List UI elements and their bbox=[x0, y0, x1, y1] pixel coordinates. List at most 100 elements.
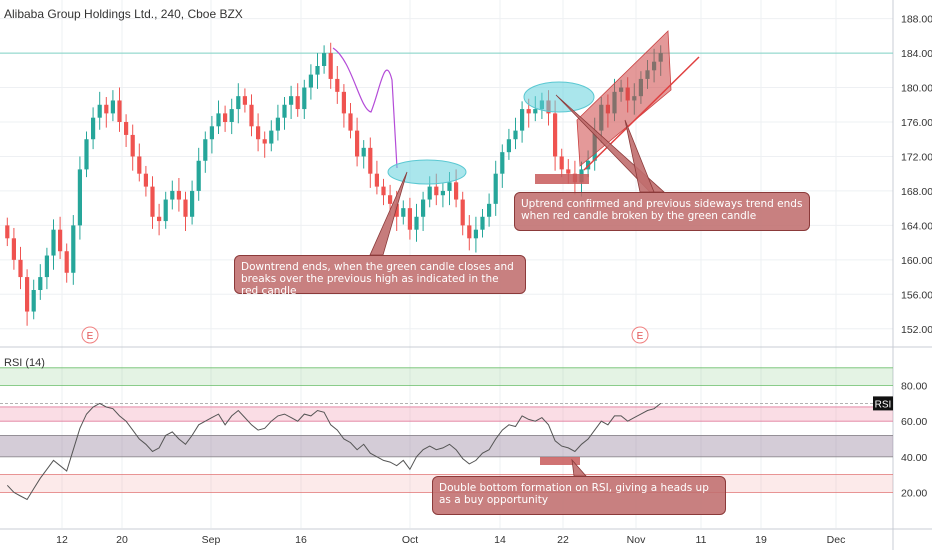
rsi-label: RSI (14) bbox=[4, 357, 45, 369]
annotation-rsi[interactable]: Double bottom formation on RSI, giving a… bbox=[432, 476, 726, 515]
highlight-ellipse bbox=[523, 81, 595, 113]
candle-down bbox=[467, 225, 472, 239]
earnings-marker-label: E bbox=[637, 331, 644, 342]
candle-down bbox=[526, 109, 531, 114]
candle-down bbox=[454, 182, 459, 200]
candle-down bbox=[143, 173, 148, 187]
candle-down bbox=[328, 53, 333, 79]
candle-down bbox=[434, 186, 439, 196]
candle-down bbox=[11, 238, 16, 260]
price-tick-label: 160.00 bbox=[901, 255, 932, 267]
chart-title: Alibaba Group Holdings Ltd., 240, Cboe B… bbox=[4, 7, 243, 21]
rsi-tick-label: 60.00 bbox=[901, 416, 927, 428]
candle-down bbox=[242, 96, 247, 105]
candle-up bbox=[520, 109, 525, 131]
candle-up bbox=[440, 190, 445, 196]
candle-down bbox=[262, 139, 267, 144]
candle-up bbox=[500, 152, 505, 174]
rsi-tick-label: 80.00 bbox=[901, 381, 927, 393]
candle-down bbox=[335, 78, 340, 92]
candle-up bbox=[110, 100, 115, 114]
candle-up bbox=[163, 199, 168, 222]
time-tick-label: 19 bbox=[755, 534, 767, 546]
time-tick-label: 11 bbox=[696, 534, 707, 546]
candle-up bbox=[51, 229, 56, 256]
price-tick-label: 152.00 bbox=[901, 324, 932, 336]
candle-down bbox=[124, 122, 129, 135]
candle-up bbox=[493, 173, 498, 204]
candle-down bbox=[157, 216, 162, 222]
candle-down bbox=[374, 173, 379, 187]
candle-down bbox=[64, 251, 69, 273]
candle-down bbox=[460, 199, 465, 226]
candle-down bbox=[249, 104, 254, 127]
time-tick-label: Oct bbox=[402, 534, 418, 546]
price-tick-label: 180.00 bbox=[901, 83, 932, 95]
rsi-band bbox=[0, 406, 893, 422]
candle-up bbox=[209, 126, 214, 140]
candle-up bbox=[473, 229, 478, 239]
price-tick-label: 156.00 bbox=[901, 289, 932, 301]
rsi-tick-label: 40.00 bbox=[901, 452, 927, 464]
candle-down bbox=[223, 113, 228, 122]
candle-up bbox=[91, 117, 96, 140]
candle-up bbox=[44, 255, 49, 278]
candle-up bbox=[513, 130, 518, 140]
price-tick-label: 164.00 bbox=[901, 220, 932, 232]
rising-wedge-shape bbox=[576, 30, 672, 167]
candle-down bbox=[104, 104, 109, 114]
candle-down bbox=[295, 96, 300, 110]
annotation-downtrend[interactable]: Downtrend ends, when the green candle cl… bbox=[234, 255, 526, 297]
candle-up bbox=[401, 208, 406, 217]
candle-up bbox=[196, 160, 201, 191]
candle-down bbox=[130, 134, 135, 157]
candle-up bbox=[322, 53, 327, 66]
time-tick-label: Nov bbox=[627, 534, 646, 546]
earnings-marker bbox=[631, 326, 649, 344]
candle-up bbox=[275, 117, 280, 131]
candle-up bbox=[289, 96, 294, 105]
candle-up bbox=[302, 87, 307, 110]
time-tick-label: 20 bbox=[116, 534, 128, 546]
candle-up bbox=[447, 182, 452, 191]
candle-up bbox=[506, 139, 511, 153]
candle-up bbox=[84, 139, 89, 170]
price-tick-label: 172.00 bbox=[901, 151, 932, 163]
trendline bbox=[583, 56, 700, 171]
candle-down bbox=[58, 229, 63, 252]
candle-down bbox=[183, 199, 188, 217]
candle-down bbox=[256, 126, 261, 140]
rsi-double-bottom-box bbox=[540, 457, 580, 465]
candle-down bbox=[150, 186, 155, 217]
candle-up bbox=[308, 74, 313, 88]
axes: E E 152.00 156.00 160.00 164.00 168.00 172.00 17… bbox=[56, 14, 932, 546]
highlight-ellipse bbox=[387, 159, 467, 185]
annotation-uptrend[interactable]: Uptrend confirmed and previous sideways … bbox=[514, 192, 810, 231]
candle-up bbox=[533, 109, 538, 114]
candle-down bbox=[394, 203, 399, 217]
support-box bbox=[535, 174, 589, 184]
candle-up bbox=[361, 147, 366, 157]
candle-down bbox=[407, 208, 412, 230]
candle-up bbox=[97, 104, 102, 118]
earnings-marker-label: E bbox=[87, 331, 94, 342]
candle-down bbox=[5, 225, 10, 239]
candle-up bbox=[315, 66, 320, 75]
candle-down bbox=[176, 190, 181, 200]
rsi-line bbox=[6, 402, 662, 501]
candle-down bbox=[388, 195, 393, 204]
drawings bbox=[332, 30, 700, 477]
candle-up bbox=[421, 199, 426, 217]
candle-down bbox=[381, 186, 386, 196]
price-tick-label: 176.00 bbox=[901, 117, 932, 129]
time-tick-label: 22 bbox=[557, 534, 569, 546]
candle-down bbox=[348, 113, 353, 131]
candle-up bbox=[77, 169, 82, 226]
rsi-bands bbox=[0, 367, 893, 493]
time-tick-label: 14 bbox=[494, 534, 506, 546]
candle-up bbox=[216, 113, 221, 127]
candle-up bbox=[71, 225, 76, 273]
candle-up bbox=[203, 139, 208, 161]
candle-down bbox=[559, 156, 564, 170]
